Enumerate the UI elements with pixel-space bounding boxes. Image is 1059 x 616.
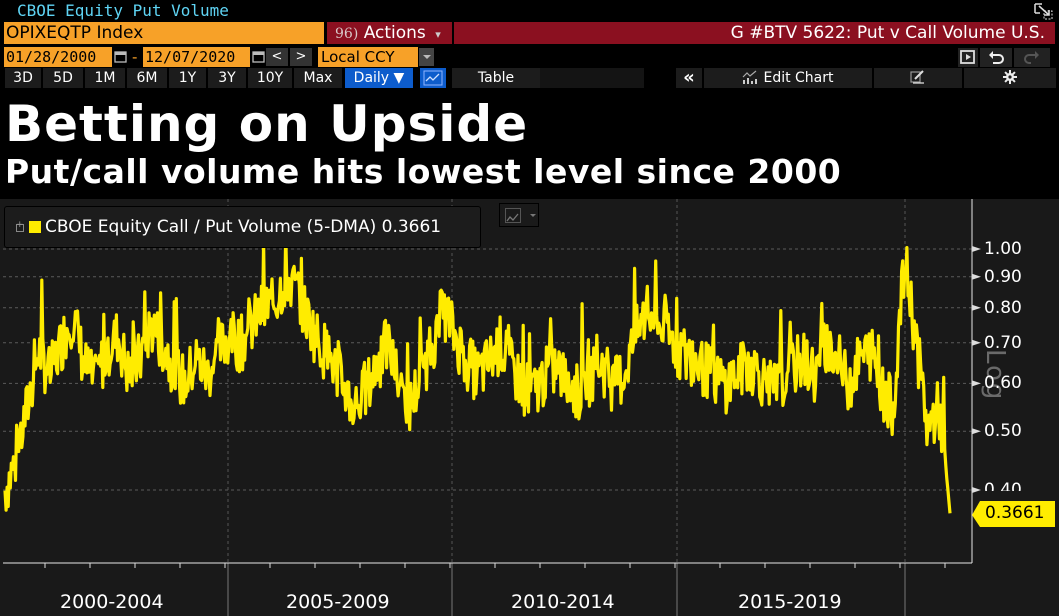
period-label: 5D [53,70,73,86]
table-button[interactable]: Table [452,68,540,88]
annotate-button[interactable] [874,68,962,88]
subheadline: Put/call volume hits lowest level since … [5,152,842,191]
line-chart[interactable] [0,199,1059,616]
period-label: 10Y [256,70,284,86]
period-10y[interactable]: 10Y [248,68,292,88]
period-label: 1Y [178,70,197,86]
popout-icon[interactable] [1033,2,1053,20]
period-3y[interactable]: 3Y [208,68,246,88]
window-titlebar: CBOE Equity Put Volume [0,0,1059,21]
expand-icon[interactable] [16,220,24,232]
x-tick-label: 2010-2014 [511,591,615,613]
date-row: 01/28/2000 - 12/07/2020 < > Local CCY [0,46,1059,67]
table-label: Table [477,70,515,86]
period-toolbar: 3D 5D 1M 6M 1Y 3Y 10Y Max Daily ▼ Table … [0,67,1059,89]
actions-label: Actions [363,23,426,43]
line-chart-icon [423,70,443,86]
headline: Betting on Upside [5,95,529,153]
x-tick-label: 2005-2009 [286,591,390,613]
next-period-button[interactable]: > [290,48,312,66]
currency-value: Local CCY [321,48,395,66]
frequency-select[interactable]: Daily ▼ [345,68,413,88]
next-label: > [295,49,307,64]
redo-button[interactable] [1014,48,1050,67]
y-tick-label: 0.80 [984,298,1022,318]
y-tick-label: 1.00 [984,239,1022,259]
period-6m[interactable]: 6M [127,68,167,88]
period-label: Max [303,70,333,86]
prev-label: < [271,49,283,64]
start-date-value: 01/28/2000 [6,48,97,66]
start-date-input[interactable]: 01/28/2000 [4,47,112,67]
chart-title: G #BTV 5622: Put v Call Volume U.S. [730,23,1045,43]
period-label: 3D [13,70,33,86]
edit-chart-button[interactable]: Edit Chart [704,68,872,88]
calendar-icon[interactable] [114,49,127,63]
prev-period-button[interactable]: < [266,48,288,66]
y-tick-label: 0.40 [984,481,1022,491]
actions-number: 96) [335,26,359,42]
period-label: 6M [136,70,158,86]
period-label: 1M [94,70,116,86]
period-3d[interactable]: 3D [5,68,41,88]
chart-panel: CBOE Equity Call / Put Volume (5-DMA) 0.… [0,199,1059,616]
x-tick-label: 2015-2019 [738,591,842,613]
presentation-button[interactable] [958,48,978,67]
annotate-icon [910,70,924,84]
legend-label: CBOE Equity Call / Put Volume (5-DMA) 0.… [45,217,442,237]
undo-icon [989,51,1004,64]
ticker-input[interactable]: OPIXEQTP Index [4,22,324,44]
edit-chart-label: Edit Chart [763,70,834,86]
y-axis-ticks [972,246,981,493]
last-value-tag [972,501,1055,527]
y-tick-label: 0.70 [984,333,1022,353]
chevron-down-icon: ▾ [435,28,441,41]
period-label: 3Y [218,70,236,86]
ticker-value: OPIXEQTP Index [6,23,144,43]
chevron-down-icon [530,214,536,217]
settings-button[interactable] [964,68,1056,88]
end-date-input[interactable]: 12/07/2020 [143,47,250,67]
collapse-icon: « [683,67,695,88]
line-chart-button[interactable] [420,68,446,88]
ticker-row: OPIXEQTP Index 96) Actions ▾ G #BTV 5622… [0,21,1059,45]
end-date-value: 12/07/2020 [145,48,236,66]
period-max[interactable]: Max [294,68,342,88]
legend[interactable]: CBOE Equity Call / Put Volume (5-DMA) 0.… [4,206,481,248]
undo-button[interactable] [980,48,1012,67]
x-axis-ticks [44,563,946,568]
actions-button[interactable]: 96) Actions ▾ [327,22,452,44]
gridlines [3,199,972,616]
edit-chart-icon [743,70,758,84]
x-tick-label: 2000-2004 [60,591,164,613]
collapse-button[interactable]: « [676,68,702,88]
series-line [3,232,952,514]
y-tick-label: 0.50 [984,421,1022,441]
calendar-icon[interactable] [252,49,265,63]
currency-dropdown-button[interactable] [419,48,434,66]
chart-title-bar: G #BTV 5622: Put v Call Volume U.S. [454,22,1055,44]
presentation-icon [960,50,975,64]
legend-swatch [29,221,41,233]
frequency-label: Daily ▼ [353,70,405,86]
toolbar-spacer [540,68,644,88]
line-chart-icon [505,208,521,223]
gear-icon [1003,70,1017,84]
period-1m[interactable]: 1M [85,68,125,88]
y-tick-label: 0.60 [984,373,1022,393]
currency-select[interactable]: Local CCY [318,47,418,67]
last-value-label: 0.3661 [985,503,1045,523]
chart-type-button[interactable] [499,203,539,227]
y-tick-label: 0.90 [984,267,1022,287]
period-5d[interactable]: 5D [43,68,83,88]
period-1y[interactable]: 1Y [169,68,206,88]
date-separator: - [132,48,138,66]
redo-icon [1024,51,1039,64]
window-title: CBOE Equity Put Volume [17,1,229,20]
